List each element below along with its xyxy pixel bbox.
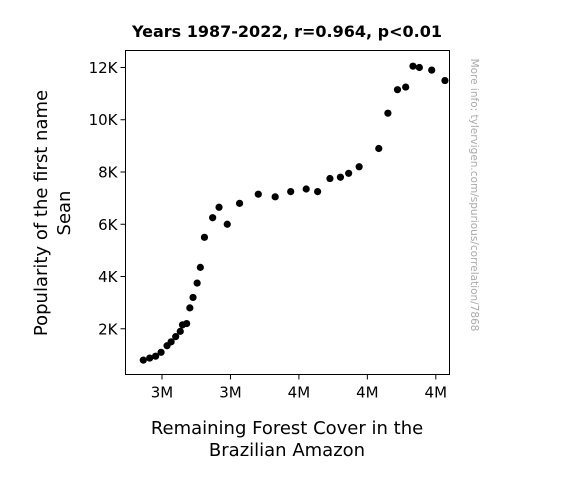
data-point — [271, 193, 279, 201]
x-axis-title: Remaining Forest Cover in the Brazilian … — [151, 418, 423, 461]
y-tick-label: 12K — [89, 59, 119, 77]
plot-area-frame — [125, 50, 450, 375]
data-point — [209, 214, 217, 222]
data-point — [200, 233, 209, 241]
data-point — [393, 86, 402, 94]
y-axis: 2K 4K 6K 8K 10K 12K — [89, 59, 126, 338]
x-tick-label: 3M — [219, 384, 242, 402]
data-point — [428, 66, 436, 74]
data-point — [355, 163, 363, 171]
data-point — [152, 352, 160, 360]
data-point — [254, 190, 262, 198]
x-tick-label: 4M — [288, 384, 311, 402]
data-point — [409, 62, 417, 70]
x-tick-label: 4M — [425, 384, 448, 402]
data-point — [302, 185, 310, 193]
x-axis-label-line-1: Remaining Forest Cover in the — [151, 418, 423, 439]
y-tick-label: 8K — [98, 164, 119, 182]
y-axis-label-line-1: Popularity of the first name — [31, 90, 52, 336]
x-axis-label-line-2: Brazilian Amazon — [209, 440, 365, 461]
y-axis-label-line-2: Sean — [54, 191, 75, 236]
data-point — [193, 279, 201, 287]
data-point — [345, 169, 353, 177]
watermark-text: More info: tylervigen.com/spurious/corre… — [468, 59, 480, 332]
data-points — [139, 62, 449, 364]
data-point — [402, 83, 410, 91]
data-point — [172, 333, 180, 341]
data-point — [183, 319, 191, 328]
data-point — [223, 220, 231, 228]
y-tick-label: 10K — [89, 111, 119, 129]
data-point — [146, 354, 154, 362]
data-point — [189, 293, 197, 302]
data-point — [326, 174, 334, 183]
data-point — [196, 263, 204, 271]
data-point — [186, 304, 194, 312]
x-tick-label: 4M — [356, 384, 379, 402]
data-point — [415, 63, 423, 72]
chart-title: Years 1987-2022, r=0.964, p<0.01 — [131, 22, 442, 41]
data-point — [375, 144, 383, 153]
data-point — [235, 199, 244, 207]
data-point — [314, 187, 322, 196]
data-point — [287, 187, 295, 196]
data-point — [167, 338, 175, 346]
y-tick-label: 4K — [98, 268, 119, 286]
y-axis-title: Popularity of the first name Sean — [31, 90, 75, 336]
y-tick-label: 2K — [98, 320, 119, 338]
data-point — [215, 203, 223, 211]
data-point — [176, 327, 184, 335]
x-tick-label: 3M — [151, 384, 174, 402]
x-axis: 3M 3M 4M 4M 4M — [151, 374, 448, 402]
data-point — [157, 348, 165, 356]
data-point — [384, 109, 392, 117]
data-point — [441, 76, 449, 85]
data-point — [336, 173, 345, 181]
y-tick-label: 6K — [98, 216, 119, 234]
data-point — [139, 356, 147, 364]
